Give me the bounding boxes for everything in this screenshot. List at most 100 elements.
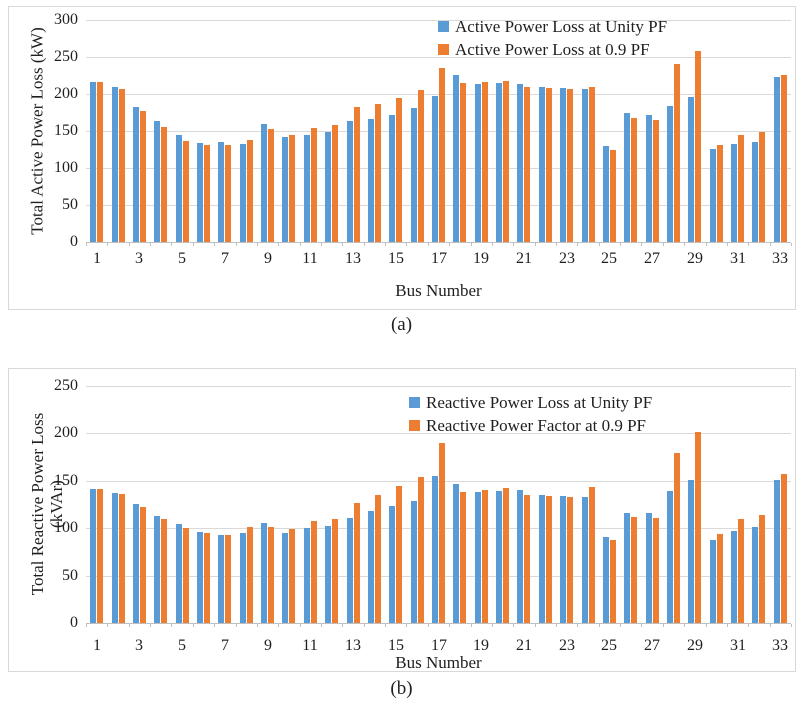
bar-pf09-bus-29 xyxy=(695,432,701,623)
bar-unity-bus-2 xyxy=(112,87,118,242)
x-axis-tickmark xyxy=(193,624,194,627)
y-tick-label: 200 xyxy=(54,85,78,102)
bar-unity-bus-25 xyxy=(603,146,609,242)
x-tick-label: 25 xyxy=(601,250,617,267)
bar-unity-bus-16 xyxy=(411,501,417,623)
x-tick-label: 17 xyxy=(431,250,447,267)
x-tick-label: 21 xyxy=(516,250,532,267)
legend-item-unity: Reactive Power Loss at Unity PF xyxy=(409,391,652,414)
bar-unity-bus-1 xyxy=(90,82,96,242)
x-axis-title: Bus Number xyxy=(395,281,482,300)
bar-unity-bus-7 xyxy=(218,535,224,623)
x-axis-tickmark xyxy=(107,624,108,627)
x-axis-tickmark xyxy=(385,624,386,627)
x-tick-label: 7 xyxy=(221,250,229,267)
x-tick-label: 19 xyxy=(473,250,489,267)
bar-pf09-bus-26 xyxy=(631,118,637,242)
y-tick-label: 100 xyxy=(54,519,78,536)
x-axis-tickmark xyxy=(321,243,322,246)
bar-pf09-bus-28 xyxy=(674,453,680,623)
x-axis-tickmark xyxy=(406,243,407,246)
bar-pf09-bus-3 xyxy=(140,111,146,242)
bar-unity-bus-3 xyxy=(133,504,139,623)
bar-pf09-bus-6 xyxy=(204,145,210,242)
bar-pf09-bus-9 xyxy=(268,129,274,242)
bar-unity-bus-14 xyxy=(368,511,374,623)
bar-unity-bus-20 xyxy=(496,491,502,623)
gridline xyxy=(86,528,791,529)
x-tick-label: 13 xyxy=(345,637,361,654)
bar-pf09-bus-13 xyxy=(354,503,360,623)
bar-unity-bus-23 xyxy=(560,496,566,623)
bar-pf09-bus-24 xyxy=(589,487,595,623)
x-axis-tickmark xyxy=(641,243,642,246)
x-axis-tickmark xyxy=(214,624,215,627)
gridline xyxy=(86,205,791,206)
bar-pf09-bus-16 xyxy=(418,477,424,623)
x-axis-tickmark xyxy=(492,624,493,627)
bar-unity-bus-10 xyxy=(282,533,288,623)
x-axis-tickmark xyxy=(577,624,578,627)
x-tick-label: 5 xyxy=(178,637,186,654)
x-axis-tickmark xyxy=(727,243,728,246)
x-axis-tickmark xyxy=(748,243,749,246)
x-axis-tickmark xyxy=(663,624,664,627)
bar-pf09-bus-1 xyxy=(97,489,103,623)
legend-label-pf09: Reactive Power Factor at 0.9 PF xyxy=(426,415,647,435)
bar-pf09-bus-26 xyxy=(631,517,637,623)
x-tick-label: 19 xyxy=(473,637,489,654)
bar-unity-bus-27 xyxy=(646,513,652,623)
x-axis-tickmark xyxy=(193,243,194,246)
bar-pf09-bus-18 xyxy=(460,83,466,242)
x-axis-tickmark xyxy=(706,624,707,627)
y-tick-label: 0 xyxy=(70,614,78,631)
legend-swatch-orange-icon xyxy=(409,420,420,431)
bar-pf09-bus-6 xyxy=(204,533,210,623)
legend-swatch-orange-icon xyxy=(438,44,449,55)
x-axis-tickmark xyxy=(684,624,685,627)
x-axis-tickmark xyxy=(535,243,536,246)
bar-unity-bus-32 xyxy=(752,142,758,242)
bar-pf09-bus-9 xyxy=(268,527,274,623)
bar-pf09-bus-23 xyxy=(567,89,573,242)
x-tick-label: 17 xyxy=(431,637,447,654)
y-tick-label: 50 xyxy=(62,567,78,584)
x-axis-tickmark xyxy=(150,243,151,246)
bar-pf09-bus-10 xyxy=(289,529,295,623)
bar-pf09-bus-27 xyxy=(653,120,659,242)
bar-unity-bus-9 xyxy=(261,124,267,242)
gridline xyxy=(86,481,791,482)
bar-unity-bus-12 xyxy=(325,132,331,242)
x-tick-label: 31 xyxy=(730,250,746,267)
bar-unity-bus-25 xyxy=(603,537,609,623)
x-axis-tickmark xyxy=(663,243,664,246)
bar-unity-bus-4 xyxy=(154,121,160,242)
y-tick-label: 250 xyxy=(54,377,78,394)
bar-pf09-bus-22 xyxy=(546,88,552,242)
x-axis-tickmark xyxy=(471,624,472,627)
bar-pf09-bus-19 xyxy=(482,490,488,623)
bar-unity-bus-8 xyxy=(240,533,246,623)
bar-unity-bus-2 xyxy=(112,493,118,623)
bar-pf09-bus-11 xyxy=(311,128,317,242)
x-axis-tickmark xyxy=(257,624,258,627)
x-axis-tickmark xyxy=(620,624,621,627)
x-axis-tickmark xyxy=(684,243,685,246)
y-tick-label: 250 xyxy=(54,48,78,65)
bar-unity-bus-14 xyxy=(368,119,374,242)
bar-pf09-bus-22 xyxy=(546,496,552,623)
y-tick-label: 50 xyxy=(62,196,78,213)
bar-unity-bus-4 xyxy=(154,516,160,623)
bar-pf09-bus-3 xyxy=(140,507,146,623)
x-tick-label: 33 xyxy=(772,637,788,654)
bar-unity-bus-5 xyxy=(176,524,182,623)
bar-unity-bus-15 xyxy=(389,115,395,242)
x-tick-label: 11 xyxy=(302,637,318,654)
x-axis-tickmark xyxy=(770,243,771,246)
bar-pf09-bus-7 xyxy=(225,535,231,623)
bar-unity-bus-6 xyxy=(197,532,203,623)
x-axis-tickmark xyxy=(791,624,792,627)
x-axis-tickmark xyxy=(278,243,279,246)
bar-pf09-bus-4 xyxy=(161,519,167,623)
